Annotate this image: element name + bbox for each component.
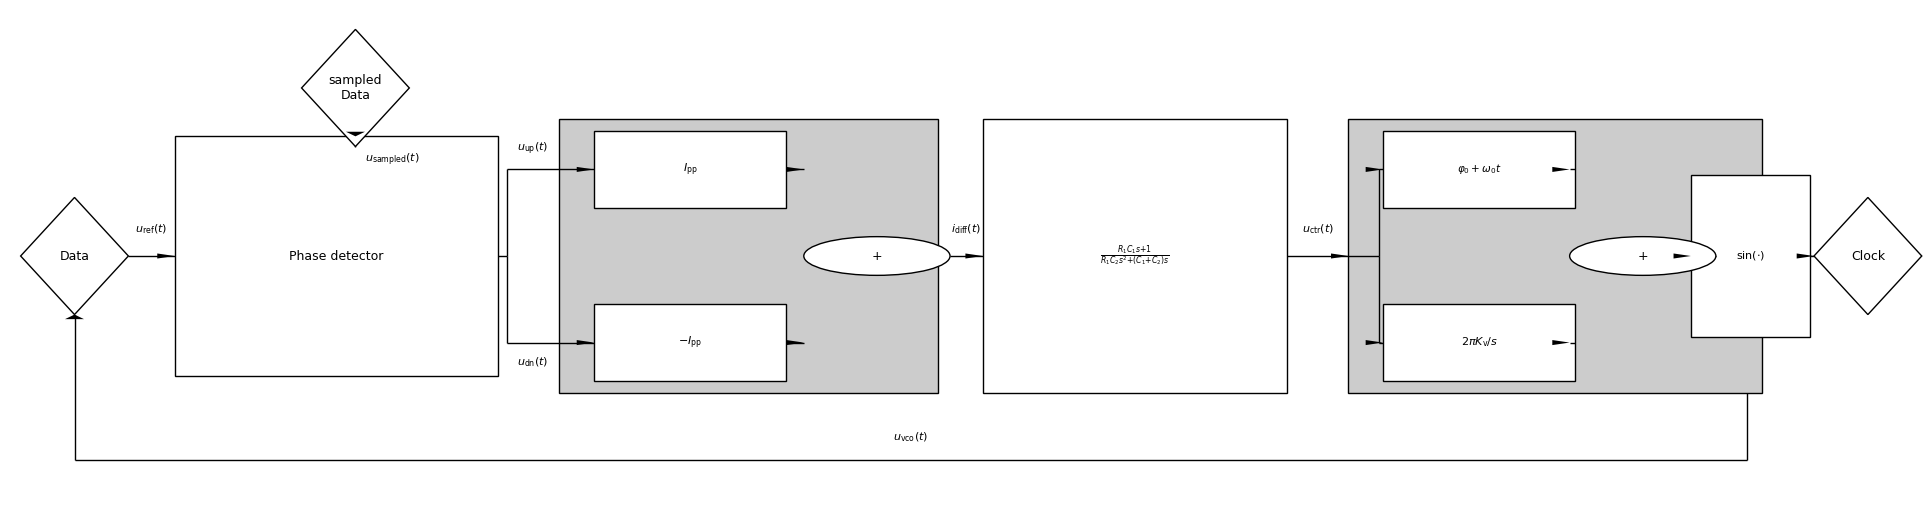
Text: $i_{\rm diff}(t)$: $i_{\rm diff}(t)$ [952, 222, 981, 236]
Text: $u_{\rm vco}(t)$: $u_{\rm vco}(t)$ [892, 431, 929, 444]
Text: $\varphi_0 + \omega_0 t$: $\varphi_0 + \omega_0 t$ [1457, 162, 1501, 177]
Polygon shape [1796, 253, 1813, 259]
FancyBboxPatch shape [983, 118, 1287, 394]
Polygon shape [158, 253, 175, 259]
Polygon shape [347, 132, 364, 136]
Text: $+$: $+$ [1638, 249, 1648, 263]
Polygon shape [1366, 340, 1384, 345]
Polygon shape [301, 29, 409, 146]
FancyBboxPatch shape [559, 118, 938, 394]
FancyBboxPatch shape [594, 131, 786, 208]
Polygon shape [1813, 198, 1921, 314]
FancyBboxPatch shape [1384, 304, 1576, 381]
FancyBboxPatch shape [1384, 131, 1576, 208]
Text: $+$: $+$ [871, 249, 883, 263]
Polygon shape [66, 314, 85, 319]
Polygon shape [786, 167, 804, 172]
FancyBboxPatch shape [594, 304, 786, 381]
Text: $2\pi K_{\rm v}/s$: $2\pi K_{\rm v}/s$ [1461, 336, 1497, 350]
Circle shape [804, 237, 950, 275]
Polygon shape [786, 340, 804, 345]
Polygon shape [965, 253, 983, 259]
Polygon shape [576, 340, 594, 345]
Text: $u_{\rm sampled}(t)$: $u_{\rm sampled}(t)$ [364, 152, 420, 168]
Text: $u_{\rm ref}(t)$: $u_{\rm ref}(t)$ [135, 222, 168, 236]
Text: sampled
Data: sampled Data [330, 74, 382, 102]
Polygon shape [1553, 167, 1571, 172]
Text: $-I_{\rm pp}$: $-I_{\rm pp}$ [678, 334, 701, 351]
FancyBboxPatch shape [175, 136, 497, 376]
Polygon shape [1553, 340, 1571, 345]
Polygon shape [576, 167, 594, 172]
Text: $\frac{R_1 C_1 s{+}1}{R_1 C_2 s^2{+}(C_1{+}C_2)s}$: $\frac{R_1 C_1 s{+}1}{R_1 C_2 s^2{+}(C_1… [1100, 243, 1170, 269]
Text: $I_{\rm pp}$: $I_{\rm pp}$ [682, 161, 698, 178]
Text: $\sin(\cdot)$: $\sin(\cdot)$ [1736, 249, 1765, 263]
Polygon shape [1366, 167, 1384, 172]
Text: $u_{\rm ctr}(t)$: $u_{\rm ctr}(t)$ [1301, 222, 1333, 236]
FancyBboxPatch shape [1690, 175, 1809, 337]
Polygon shape [1673, 253, 1690, 259]
Polygon shape [1332, 253, 1349, 259]
Text: Clock: Clock [1850, 249, 1885, 263]
Text: $u_{\rm up}(t)$: $u_{\rm up}(t)$ [516, 140, 549, 157]
Text: Phase detector: Phase detector [289, 249, 383, 263]
Text: $u_{\rm dn}(t)$: $u_{\rm dn}(t)$ [516, 355, 549, 369]
Circle shape [1571, 237, 1715, 275]
FancyBboxPatch shape [1349, 118, 1761, 394]
Text: Data: Data [60, 249, 89, 263]
Polygon shape [21, 198, 129, 314]
